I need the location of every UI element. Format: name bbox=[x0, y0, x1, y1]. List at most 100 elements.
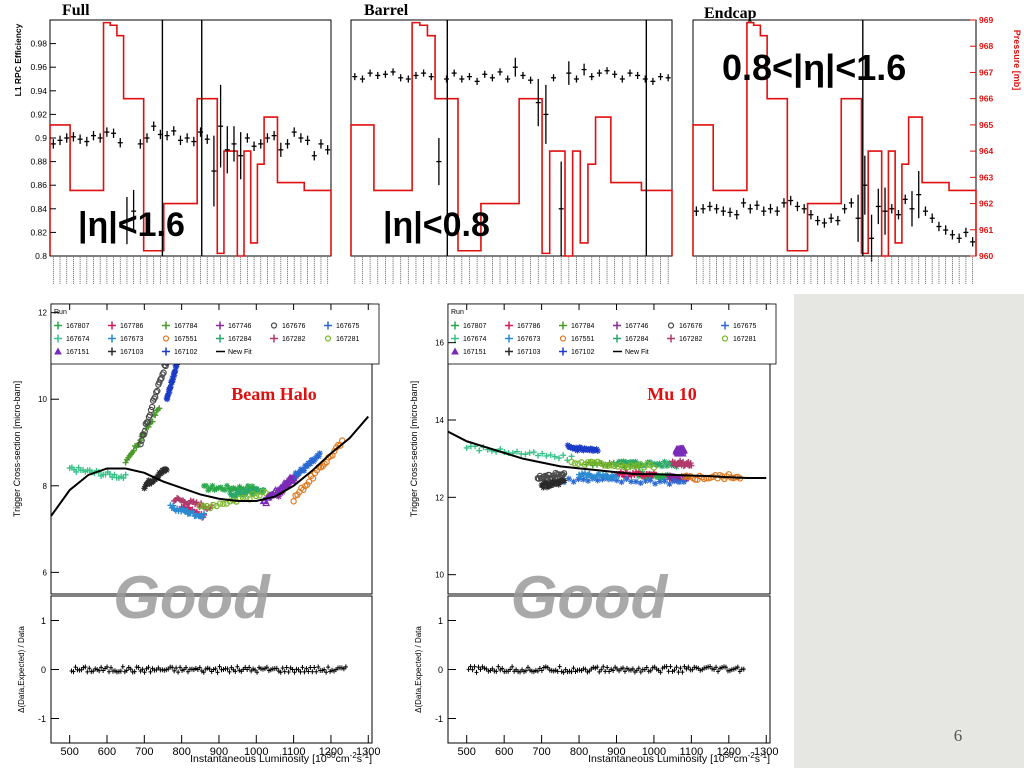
ratio-tick-label-0: -1 bbox=[38, 714, 46, 724]
series-167675 bbox=[290, 450, 323, 483]
panel-title: Beam Halo bbox=[231, 384, 317, 404]
efficiency-point-26 bbox=[869, 214, 875, 262]
efficiency-point-3 bbox=[714, 204, 720, 214]
efficiency-point-6 bbox=[90, 130, 96, 141]
efficiency-point-14 bbox=[144, 133, 150, 143]
pressure-tick-label-9: 969 bbox=[979, 15, 993, 25]
legend-label: 167282 bbox=[282, 336, 305, 343]
ratio-point bbox=[676, 669, 681, 675]
efficiency-point-8 bbox=[747, 204, 753, 214]
ratio-point bbox=[69, 668, 74, 674]
point bbox=[246, 496, 253, 503]
ratio-points bbox=[466, 664, 746, 675]
point bbox=[226, 485, 233, 492]
efficiency-point-18 bbox=[171, 126, 177, 136]
efficiency-point-2 bbox=[64, 133, 70, 143]
efficiency-point-17 bbox=[482, 70, 488, 78]
ratio-point bbox=[664, 664, 669, 670]
efficiency-point-33 bbox=[271, 130, 277, 141]
ratio-point bbox=[292, 669, 297, 675]
legend-swatch bbox=[54, 347, 62, 355]
efficiency-point-10 bbox=[117, 138, 123, 148]
ratio-point bbox=[109, 665, 114, 671]
x-axis-label-part: 30 bbox=[327, 751, 336, 760]
legend-swatch bbox=[54, 334, 62, 343]
ratio-point bbox=[723, 664, 728, 670]
efficiency-point-23 bbox=[204, 134, 210, 144]
legend-label: New Fit bbox=[228, 349, 252, 356]
efficiency-point-12 bbox=[774, 206, 780, 216]
efficiency-point-33 bbox=[604, 67, 610, 75]
ratio-point bbox=[583, 666, 588, 672]
ratio-point bbox=[185, 669, 190, 675]
efficiency-point-36 bbox=[291, 127, 297, 137]
ratio-point bbox=[213, 666, 218, 672]
ratio-point bbox=[142, 669, 147, 675]
ratio-point bbox=[203, 666, 208, 672]
point bbox=[203, 502, 211, 510]
ratio-point bbox=[601, 664, 606, 670]
efficiency-point-29 bbox=[889, 204, 895, 214]
point bbox=[632, 458, 639, 465]
ytick-label-5: 0.9 bbox=[35, 133, 47, 143]
x-axis-label-part: ] bbox=[767, 753, 770, 765]
efficiency-point-15 bbox=[794, 201, 800, 212]
legend-swatch bbox=[108, 347, 116, 356]
ratio-point bbox=[698, 667, 703, 673]
point bbox=[160, 369, 167, 376]
point bbox=[604, 462, 612, 469]
legend-item-167784: 167784 bbox=[559, 321, 594, 330]
ratio-point bbox=[551, 668, 556, 674]
efficiency-point-28 bbox=[566, 61, 572, 85]
ratio-point bbox=[233, 668, 238, 674]
ratio-point bbox=[140, 666, 145, 672]
efficiency-point-15 bbox=[151, 121, 157, 131]
efficiency-point-21 bbox=[835, 215, 841, 226]
pressure-tick-label-5: 965 bbox=[979, 120, 993, 130]
ratio-point bbox=[235, 664, 240, 670]
efficiency-point-3 bbox=[70, 132, 76, 142]
legend-swatch bbox=[162, 321, 170, 330]
efficiency-point-1 bbox=[359, 75, 365, 83]
efficiency-point-11 bbox=[436, 138, 442, 186]
efficiency-point-10 bbox=[761, 206, 767, 216]
point bbox=[183, 507, 190, 514]
ratio-point bbox=[543, 664, 548, 670]
efficiency-point-15 bbox=[466, 73, 472, 81]
point bbox=[656, 478, 663, 485]
ratio-point bbox=[597, 669, 602, 675]
efficiency-point-11 bbox=[124, 197, 130, 245]
legend-swatch bbox=[451, 334, 459, 343]
point bbox=[585, 477, 592, 484]
ytick-label-0: 6 bbox=[43, 568, 48, 577]
point bbox=[207, 485, 214, 492]
efficiency-point-38 bbox=[305, 135, 311, 146]
point bbox=[623, 459, 630, 466]
efficiency-point-19 bbox=[177, 135, 183, 146]
legend-label: 167282 bbox=[679, 336, 702, 343]
ratio-point bbox=[708, 664, 713, 670]
legend-label: 167284 bbox=[625, 336, 648, 343]
ratio-point bbox=[298, 669, 303, 675]
point bbox=[138, 437, 145, 444]
legend-item-167284: 167284 bbox=[613, 334, 648, 343]
panel-title: Barrel bbox=[364, 2, 409, 19]
point bbox=[651, 460, 658, 467]
legend-label: 167151 bbox=[66, 349, 89, 356]
efficiency-point-1 bbox=[57, 135, 63, 146]
ratio-point bbox=[694, 665, 699, 671]
ytick-label-8: 0.96 bbox=[30, 62, 47, 72]
point bbox=[621, 463, 628, 471]
point bbox=[644, 461, 651, 468]
efficiency-point-9 bbox=[421, 69, 427, 77]
ratio-point bbox=[118, 668, 123, 674]
point bbox=[148, 403, 156, 411]
efficiency-point-6 bbox=[734, 209, 740, 220]
point bbox=[642, 478, 649, 485]
pressure-tick-label-3: 963 bbox=[979, 172, 993, 182]
ratio-point bbox=[541, 664, 546, 670]
efficiency-point-13 bbox=[137, 139, 143, 149]
efficiency-point-5 bbox=[84, 136, 90, 147]
point bbox=[630, 463, 638, 470]
ratio-point bbox=[205, 665, 210, 671]
